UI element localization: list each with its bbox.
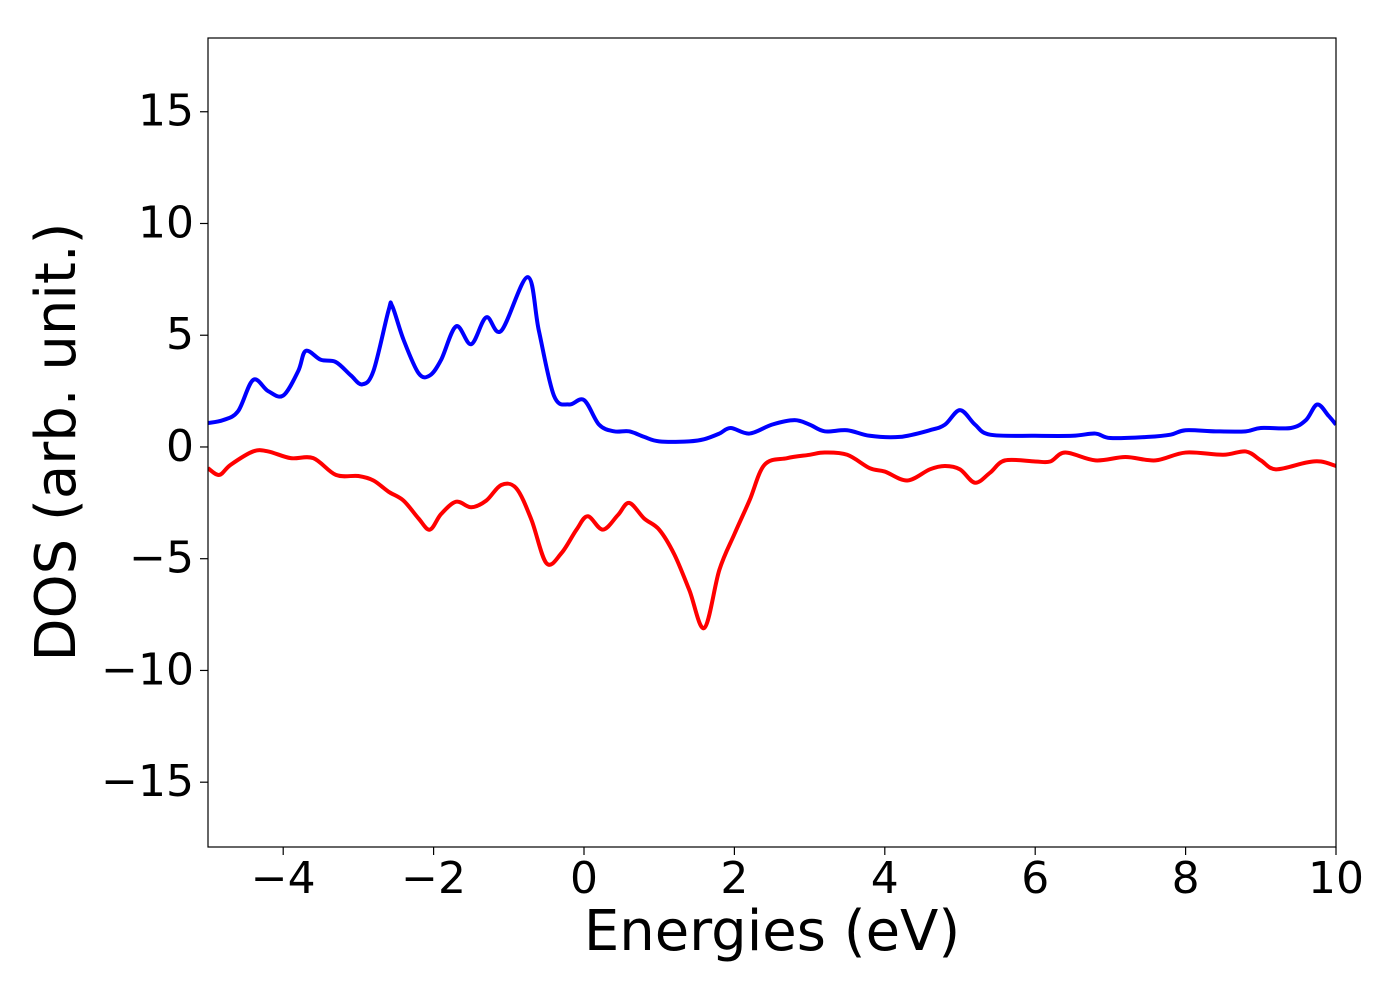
- x-tick-label: 4: [871, 853, 899, 904]
- x-tick-label: −2: [401, 853, 466, 904]
- plot-area: [208, 275, 1336, 630]
- axes-frame: [207, 37, 1337, 848]
- y-tick-label: −10: [101, 644, 194, 695]
- x-axis-label: Energies (eV): [584, 899, 960, 964]
- y-tick-label: −15: [101, 756, 194, 807]
- x-tick-label: 10: [1308, 853, 1364, 904]
- y-tick-label: −5: [129, 533, 194, 584]
- y-tick-label: 10: [138, 197, 194, 248]
- y-tick-label: 5: [166, 309, 194, 360]
- y-axis-label: DOS (arb. unit.): [24, 222, 89, 661]
- x-tick-label: 2: [720, 853, 748, 904]
- y-tick-label: 0: [166, 421, 194, 472]
- dos-line: [208, 448, 1336, 630]
- x-tick-label: −4: [251, 853, 316, 904]
- x-tick-label: 0: [570, 853, 598, 904]
- x-tick-label: 8: [1172, 853, 1200, 904]
- x-tick-label: 6: [1021, 853, 1049, 904]
- dos-line: [208, 275, 1336, 444]
- y-tick-label: 15: [138, 86, 194, 137]
